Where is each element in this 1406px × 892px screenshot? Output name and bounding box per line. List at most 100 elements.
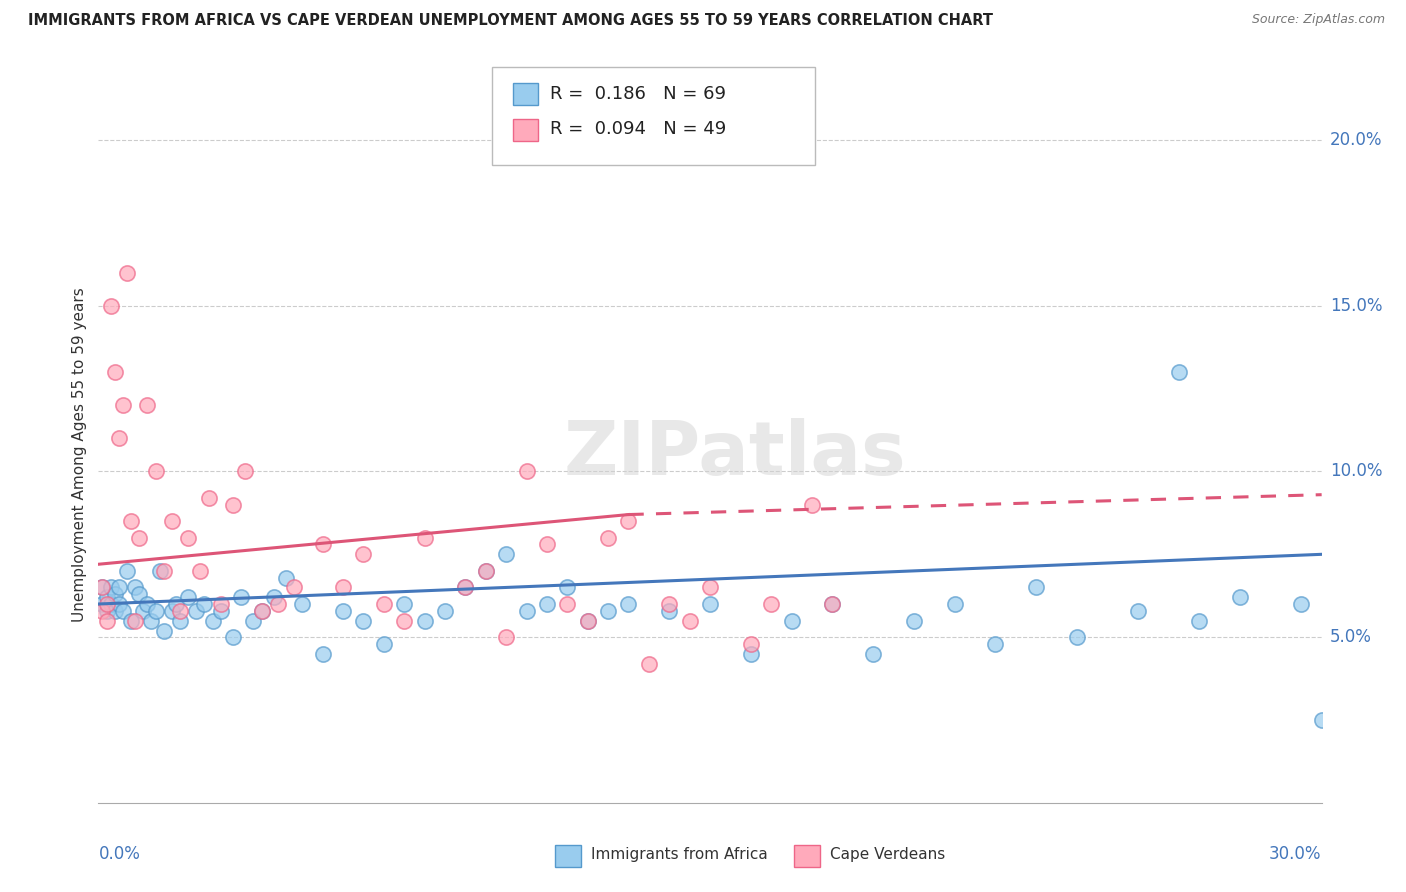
Point [699,597,721,611]
Point [186,604,208,618]
Point [352,547,374,561]
Text: R =  0.094   N = 49: R = 0.094 N = 49 [550,120,725,138]
Point [637,657,661,671]
Point [104,587,127,601]
Point [821,597,844,611]
Point [136,597,159,611]
Point [274,570,297,584]
Point [128,531,150,545]
Point [152,564,174,578]
Point [332,604,354,618]
Point [740,647,762,661]
Point [145,465,167,479]
Text: Cape Verdeans: Cape Verdeans [830,847,945,862]
Point [474,564,498,578]
Text: 20.0%: 20.0% [1330,131,1382,149]
Point [124,581,146,595]
Text: 0.0%: 0.0% [98,845,141,863]
Point [169,614,191,628]
Point [104,365,127,379]
Point [267,597,290,611]
Point [392,614,416,628]
Point [291,597,314,611]
Point [222,630,245,644]
Point [100,597,122,611]
Point [454,581,477,595]
Point [96,591,118,605]
Point [169,604,191,618]
Point [91,581,114,595]
Point [91,604,114,618]
Point [740,637,762,651]
Point [801,498,824,512]
Point [231,591,253,605]
Text: IMMIGRANTS FROM AFRICA VS CAPE VERDEAN UNEMPLOYMENT AMONG AGES 55 TO 59 YEARS CO: IMMIGRANTS FROM AFRICA VS CAPE VERDEAN U… [28,13,993,29]
Point [598,531,620,545]
Point [160,514,183,528]
Point [201,614,224,628]
Point [1229,591,1251,605]
Text: Source: ZipAtlas.com: Source: ZipAtlas.com [1251,13,1385,27]
Point [699,581,721,595]
Point [100,299,122,313]
Point [598,604,620,618]
Point [188,564,212,578]
Point [111,398,134,412]
Point [96,604,118,618]
Point [250,604,273,618]
Point [124,614,146,628]
Text: 15.0%: 15.0% [1330,297,1382,315]
Text: 10.0%: 10.0% [1330,462,1382,481]
Point [149,564,172,578]
Point [536,597,558,611]
Point [392,597,416,611]
Point [434,604,457,618]
Point [209,597,232,611]
Point [263,591,285,605]
Point [96,597,118,611]
Point [136,398,159,412]
Point [177,531,200,545]
Point [108,581,131,595]
Point [576,614,599,628]
Text: 30.0%: 30.0% [1270,845,1322,863]
Point [111,604,134,618]
Point [516,465,538,479]
Text: ZIPatlas: ZIPatlas [564,418,905,491]
Point [91,581,114,595]
Point [454,581,477,595]
Point [555,597,579,611]
Point [100,581,122,595]
Point [658,597,681,611]
Point [373,637,395,651]
Point [903,614,925,628]
Point [474,564,498,578]
Point [658,604,681,618]
Text: 5.0%: 5.0% [1330,628,1372,646]
Point [352,614,374,628]
Point [413,614,436,628]
Point [250,604,273,618]
Point [197,491,219,505]
Point [152,624,174,638]
Point [141,614,163,628]
Point [145,604,167,618]
Point [108,431,131,445]
Point [679,614,702,628]
Point [413,531,436,545]
Point [495,547,517,561]
Point [115,266,138,280]
Point [233,465,256,479]
Point [1188,614,1211,628]
Point [617,597,640,611]
Point [373,597,395,611]
Point [1167,365,1189,379]
Point [108,597,131,611]
Point [617,514,640,528]
Point [821,597,844,611]
Point [1291,597,1313,611]
Point [516,604,538,618]
Point [576,614,599,628]
Point [312,537,335,551]
Text: Immigrants from Africa: Immigrants from Africa [591,847,768,862]
